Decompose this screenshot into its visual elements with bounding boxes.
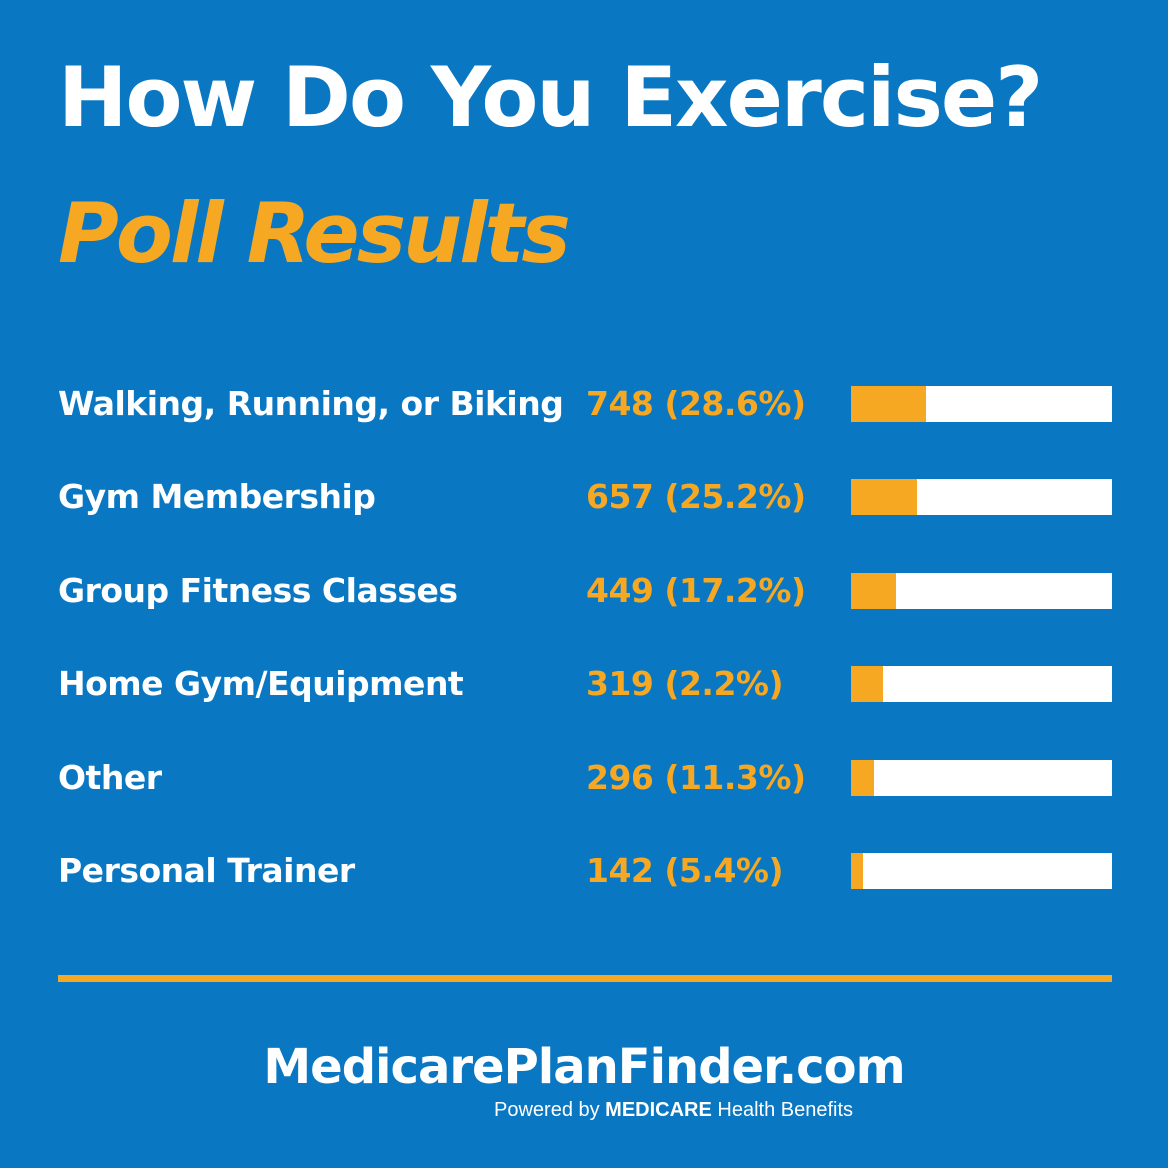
bar-track	[851, 386, 1112, 422]
tagline-suffix: Health Benefits	[711, 1099, 854, 1121]
page-subtitle: Poll Results	[58, 185, 571, 282]
bar-fill	[851, 853, 863, 889]
tagline-prefix: Powered by	[494, 1099, 606, 1121]
category-label: Home Gym/Equipment	[58, 664, 464, 704]
bar-fill	[851, 479, 917, 516]
chart-row: Home Gym/Equipment 319 (2.2%)	[0, 664, 1168, 704]
bar-fill	[851, 759, 874, 796]
chart-row: Other 296 (11.3%)	[0, 758, 1168, 798]
category-label: Group Fitness Classes	[58, 570, 458, 610]
divider	[58, 975, 1112, 982]
bar-track	[851, 666, 1112, 703]
bar-fill	[851, 572, 896, 609]
value-label: 449 (17.2%)	[586, 570, 806, 610]
brand-logo: MedicarePlanFinder.com	[263, 1039, 905, 1095]
value-label: 319 (2.2%)	[586, 664, 784, 704]
bar-track	[851, 853, 1112, 889]
chart-row: Walking, Running, or Biking 748 (28.6%)	[0, 384, 1168, 424]
tagline-strong: MEDICARE	[605, 1099, 712, 1121]
value-label: 748 (28.6%)	[586, 384, 806, 423]
category-label: Personal Trainer	[58, 851, 355, 890]
value-label: 296 (11.3%)	[586, 757, 806, 797]
value-label: 142 (5.4%)	[586, 851, 784, 890]
chart-row: Gym Membership 657 (25.2%)	[0, 477, 1168, 517]
brand-tagline: Powered by MEDICARE Health Benefits	[494, 1098, 853, 1122]
chart-row: Personal Trainer 142 (5.4%)	[0, 851, 1168, 891]
category-label: Gym Membership	[58, 477, 376, 517]
value-label: 657 (25.2%)	[586, 477, 806, 517]
bar-track	[851, 572, 1112, 609]
page-title: How Do You Exercise?	[58, 49, 1043, 146]
brand-footer: MedicarePlanFinder.com Powered by MEDICA…	[0, 1038, 1168, 1121]
category-label: Walking, Running, or Biking	[58, 384, 564, 423]
category-label: Other	[58, 757, 162, 797]
bar-track	[851, 759, 1112, 796]
chart-row: Group Fitness Classes 449 (17.2%)	[0, 571, 1168, 611]
bar-track	[851, 479, 1112, 516]
bar-fill	[851, 386, 926, 422]
bar-fill	[851, 666, 883, 703]
